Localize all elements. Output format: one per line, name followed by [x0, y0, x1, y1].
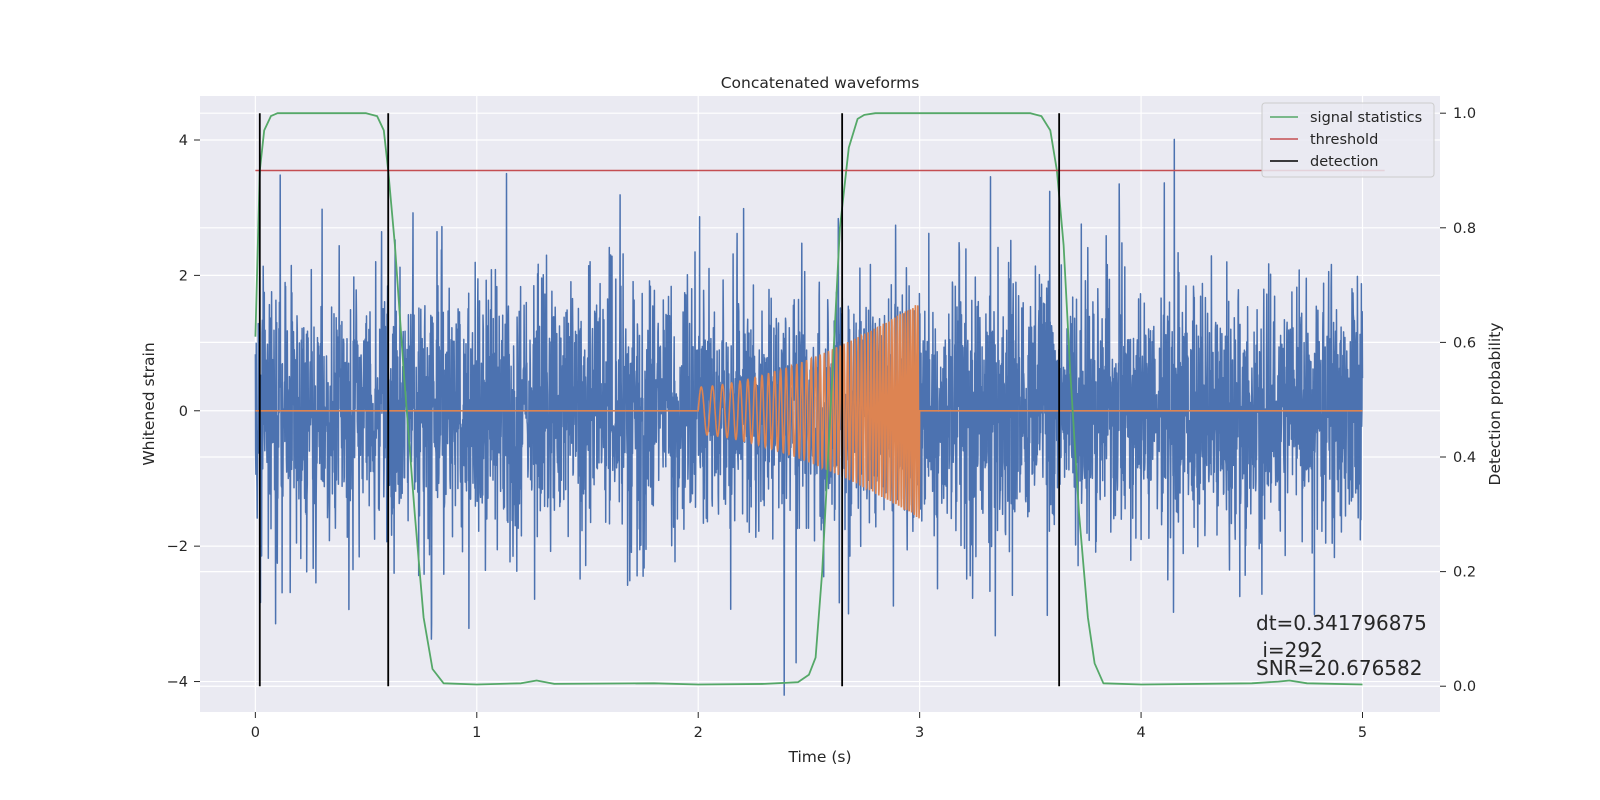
annotation-index: i=292 [1256, 638, 1323, 662]
y-axis-right: 0.0 0.2 0.4 0.6 0.8 1.0 [1440, 106, 1476, 695]
x-tick-label: 5 [1358, 725, 1367, 741]
legend-label-signal-statistics: signal statistics [1310, 110, 1422, 126]
x-tick-label: 2 [694, 725, 703, 741]
x-tick-label: 1 [472, 725, 481, 741]
y2-tick-label: 0.2 [1453, 565, 1476, 581]
y-tick-label: 4 [179, 133, 188, 149]
annotation-snr: SNR=20.676582 [1256, 656, 1422, 680]
y-axis-left: −4 −2 0 2 4 [167, 133, 200, 691]
y-tick-label: −4 [167, 675, 188, 691]
x-axis: 0 1 2 3 4 5 [251, 712, 1367, 741]
y2-tick-label: 0.8 [1453, 221, 1476, 237]
y-tick-label: 0 [179, 404, 188, 420]
chart-title: Concatenated waveforms [721, 74, 920, 92]
x-tick-label: 4 [1136, 725, 1145, 741]
strain-line [254, 138, 1364, 696]
legend-box [1261, 102, 1435, 178]
detection-series [258, 113, 1061, 687]
x-axis-label: Time (s) [787, 748, 851, 766]
y2-tick-label: 0.6 [1453, 335, 1476, 351]
y-tick-label: −2 [167, 539, 188, 555]
annotation-dt: dt=0.341796875 [1256, 611, 1427, 635]
signal-statistics-line [254, 112, 1363, 686]
legend-label-threshold: threshold [1310, 132, 1378, 148]
y2-tick-label: 0.0 [1453, 679, 1476, 695]
y2-tick-label: 1.0 [1453, 106, 1476, 122]
signal-statistics-series [254, 112, 1363, 686]
x-tick-label: 0 [251, 725, 260, 741]
y2-axis-label: Detection probability [1486, 323, 1504, 486]
injected-waveform-series [255, 305, 1363, 519]
injected-waveform-line [255, 305, 1363, 519]
legend-label-detection: detection [1310, 154, 1378, 170]
strain-series [254, 138, 1364, 696]
y-axis-label: Whitened strain [140, 342, 158, 465]
legend: signal statistics threshold detection [1261, 102, 1435, 178]
y2-tick-label: 0.4 [1453, 450, 1476, 466]
y-tick-label: 2 [179, 268, 188, 284]
x-tick-label: 3 [915, 725, 924, 741]
